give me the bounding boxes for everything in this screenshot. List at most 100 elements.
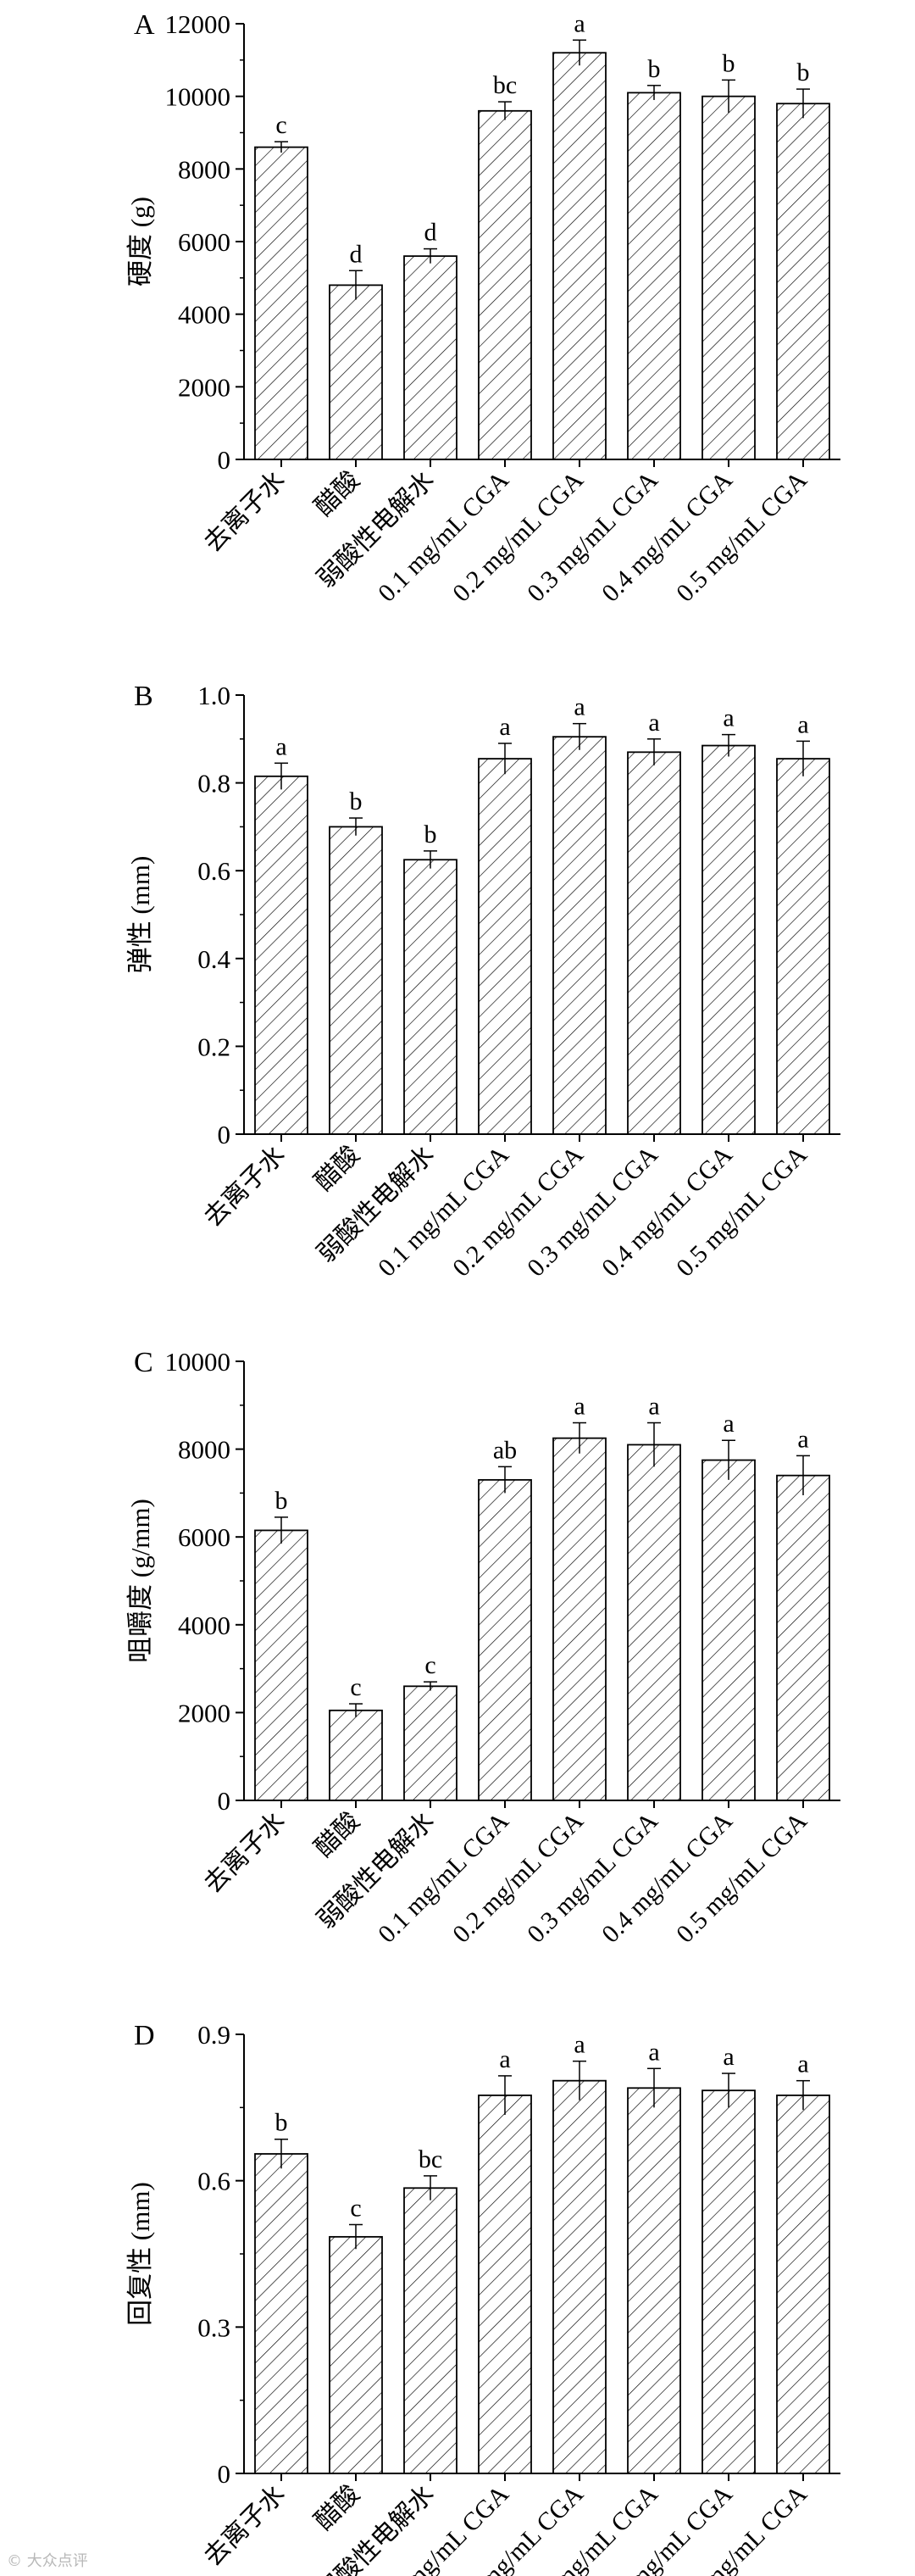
category-label: 0.4 mg/mL CGA — [596, 465, 738, 607]
category-label: 0.3 mg/mL CGA — [522, 465, 663, 607]
bar — [552, 52, 607, 460]
bar — [403, 2187, 458, 2474]
significance-letter: a — [648, 709, 659, 737]
category-label: 0.3 mg/mL CGA — [522, 1806, 663, 1948]
significance-letter: a — [797, 1425, 808, 1453]
significance-letter: b — [424, 821, 437, 848]
y-tick-label: 0.2 — [197, 1032, 230, 1061]
bar — [627, 92, 681, 460]
y-axis-label: 回复性 (mm) — [125, 2182, 155, 2326]
bar — [403, 1685, 458, 1801]
bar — [702, 2089, 756, 2474]
bar — [254, 2153, 308, 2474]
category-label: 0.5 mg/mL CGA — [671, 1140, 812, 1282]
y-tick-label: 10000 — [165, 82, 231, 112]
bar — [478, 758, 532, 1135]
y-tick-label: 10000 — [165, 1347, 231, 1377]
y-tick-label: 12000 — [165, 9, 231, 39]
category-label: 0.2 mg/mL CGA — [447, 1140, 589, 1282]
y-tick-label: 0.3 — [197, 2312, 230, 2342]
significance-letter: a — [797, 710, 808, 738]
significance-letter: bc — [419, 2145, 442, 2173]
significance-letter: a — [574, 1393, 585, 1421]
y-tick-label: 1.0 — [197, 681, 230, 710]
bar — [329, 284, 383, 460]
significance-letter: a — [723, 1410, 734, 1438]
bar — [478, 2095, 532, 2474]
category-label: 去离子水 — [199, 1807, 291, 1899]
panel-label: D — [134, 2020, 155, 2051]
panel-label: B — [134, 681, 153, 712]
bar — [702, 95, 756, 460]
bar — [254, 775, 308, 1135]
y-tick-label: 2000 — [178, 372, 230, 402]
significance-letter: c — [275, 111, 286, 139]
significance-letter: b — [648, 55, 661, 83]
bar — [776, 103, 830, 460]
category-label: 醋酸 — [309, 1141, 365, 1197]
bar — [776, 2095, 830, 2474]
category-label: 0.2 mg/mL CGA — [447, 465, 589, 607]
category-label: 去离子水 — [199, 466, 291, 558]
significance-letter: a — [723, 2043, 734, 2071]
bar — [776, 1474, 830, 1801]
y-tick-label: 8000 — [178, 154, 230, 184]
y-tick-label: 6000 — [178, 1522, 230, 1552]
significance-letter: a — [574, 2031, 585, 2059]
bar — [552, 1437, 607, 1801]
significance-letter: b — [723, 49, 735, 77]
y-tick-label: 2000 — [178, 1698, 230, 1728]
y-tick-label: 0.8 — [197, 769, 230, 798]
significance-letter: bc — [493, 71, 517, 99]
significance-letter: a — [797, 2050, 808, 2078]
panel-label: C — [134, 1347, 153, 1378]
bar — [329, 826, 383, 1135]
bar — [627, 2087, 681, 2474]
significance-letter: b — [350, 787, 363, 815]
y-tick-label: 0.4 — [197, 944, 230, 974]
significance-letter: d — [350, 240, 363, 268]
bar — [552, 736, 607, 1135]
category-label: 0.3 mg/mL CGA — [522, 1140, 663, 1282]
y-tick-label: 6000 — [178, 227, 230, 257]
significance-letter: a — [574, 693, 585, 721]
bar — [254, 1529, 308, 1801]
bar — [776, 758, 830, 1135]
bar — [627, 1444, 681, 1801]
bar — [329, 2235, 383, 2474]
category-label: 0.1 mg/mL CGA — [373, 1806, 514, 1948]
category-label: 去离子水 — [199, 2480, 291, 2572]
y-tick-label: 0.6 — [197, 2167, 230, 2196]
y-tick-label: 0.9 — [197, 2020, 230, 2050]
bar — [403, 255, 458, 460]
significance-letter: a — [499, 713, 510, 741]
significance-letter: c — [350, 2194, 361, 2222]
chart-panel-c: C 0 2000 4000 6000 8000 10000 咀嚼度 (g/mm) b 去离子水 c 醋… — [125, 1347, 840, 1949]
category-label: 0.1 mg/mL CGA — [373, 465, 514, 607]
category-label: 0.4 mg/mL CGA — [596, 1806, 738, 1948]
y-tick-label: 0 — [218, 445, 231, 475]
category-label: 0.4 mg/mL CGA — [596, 1140, 738, 1282]
bar — [627, 751, 681, 1135]
y-tick-label: 4000 — [178, 1611, 230, 1640]
category-label: 0.1 mg/mL CGA — [373, 1140, 514, 1282]
category-label: 醋酸 — [309, 466, 365, 522]
panel-label: A — [134, 9, 155, 41]
y-tick-label: 0.6 — [197, 856, 230, 886]
significance-letter: c — [424, 1651, 435, 1679]
significance-letter: a — [574, 9, 585, 37]
y-axis-label: 硬度 (g) — [125, 197, 155, 287]
y-tick-label: 0 — [218, 1120, 231, 1149]
significance-letter: d — [424, 219, 437, 247]
y-tick-label: 0 — [218, 2459, 231, 2489]
bar — [254, 146, 308, 460]
significance-letter: b — [275, 2109, 288, 2137]
category-label: 醋酸 — [309, 1807, 365, 1863]
significance-letter: ab — [493, 1436, 517, 1464]
y-axis-label: 咀嚼度 (g/mm) — [125, 1499, 155, 1663]
significance-letter: a — [723, 704, 734, 732]
y-tick-label: 8000 — [178, 1435, 230, 1465]
bar — [329, 1709, 383, 1801]
